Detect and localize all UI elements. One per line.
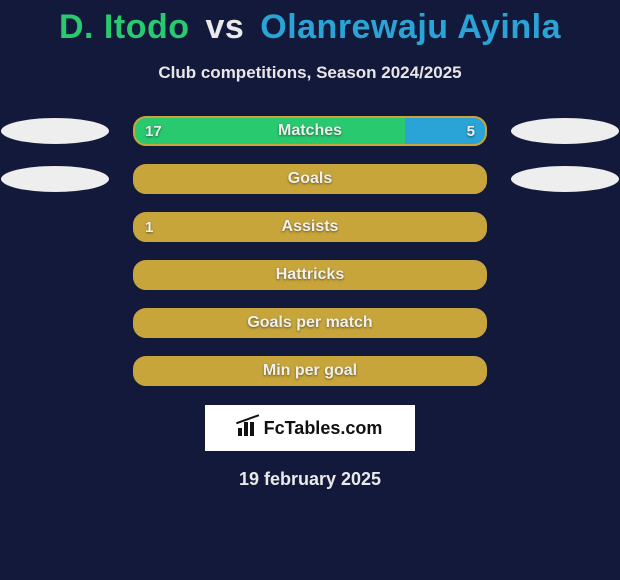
stat-bar: Goals [133,164,487,194]
row-spacer-right [511,358,619,384]
page-title: D. Itodo vs Olanrewaju Ayinla [0,0,620,47]
row-spacer-right [511,310,619,336]
stat-bar: Min per goal [133,356,487,386]
title-vs: vs [205,8,244,46]
player2-name: Olanrewaju Ayinla [260,8,561,46]
comparison-infographic: D. Itodo vs Olanrewaju Ayinla Club compe… [0,0,620,580]
player1-badge [1,166,109,192]
stat-label: Min per goal [135,358,485,384]
stat-label: Assists [135,214,485,240]
stat-label: Goals [135,166,485,192]
player2-badge [511,118,619,144]
stat-label: Goals per match [135,310,485,336]
row-spacer-right [511,262,619,288]
brand-label: FcTables.com [264,418,383,439]
stat-row: Hattricks [0,261,620,289]
stat-row: Goals [0,165,620,193]
row-spacer-left [1,214,109,240]
row-spacer-right [511,214,619,240]
subtitle: Club competitions, Season 2024/2025 [0,63,620,83]
chart-icon [238,420,260,436]
stat-bar: Hattricks [133,260,487,290]
player2-badge [511,166,619,192]
stat-rows: 175Matches Goals 1Assists Hattricks Goals pe… [0,117,620,385]
brand-box: FcTables.com [205,405,415,451]
player1-badge [1,118,109,144]
stat-label: Hattricks [135,262,485,288]
stat-label: Matches [135,118,485,144]
date-label: 19 february 2025 [0,469,620,490]
stat-row: 175Matches [0,117,620,145]
row-spacer-left [1,358,109,384]
player1-name: D. Itodo [59,8,190,46]
stat-row: Min per goal [0,357,620,385]
stat-bar: 1Assists [133,212,487,242]
stat-bar: Goals per match [133,308,487,338]
stat-bar: 175Matches [133,116,487,146]
row-spacer-left [1,310,109,336]
stat-row: 1Assists [0,213,620,241]
stat-row: Goals per match [0,309,620,337]
row-spacer-left [1,262,109,288]
